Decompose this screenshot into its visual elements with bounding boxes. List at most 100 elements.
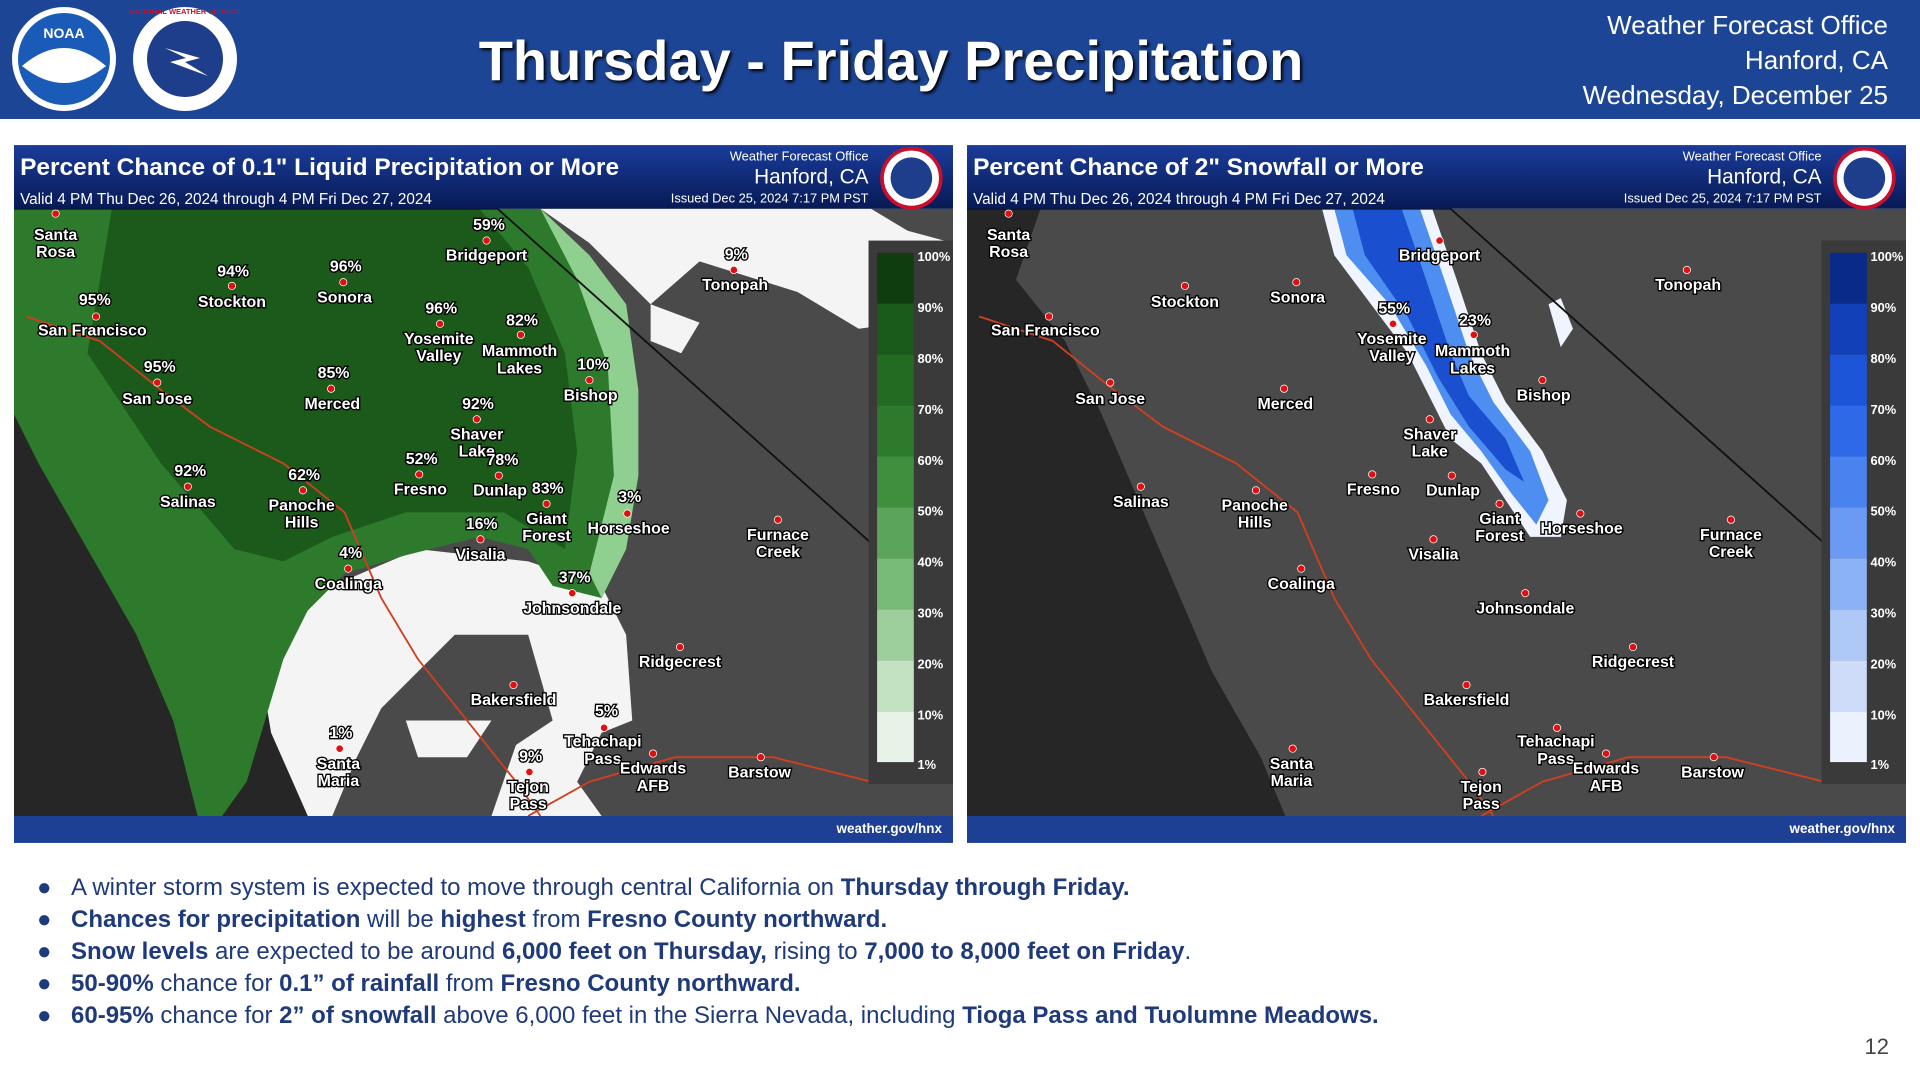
city-label: Lakes <box>497 360 542 377</box>
bullet-text: 6,000 feet on Thursday, <box>501 938 767 965</box>
bullet-dot: ● <box>37 1002 52 1029</box>
city-percent: 4% <box>339 545 362 562</box>
city-percent: 52% <box>406 451 438 468</box>
bullet-text: rising to <box>766 938 865 965</box>
city-dot <box>1288 744 1297 753</box>
city-label: Fresno <box>1347 482 1400 499</box>
legend-label: 20% <box>1870 657 1896 672</box>
city-label: Merced <box>304 396 360 413</box>
city-dot <box>482 236 491 245</box>
city-label: Edwards <box>1573 761 1639 778</box>
city-label: Johnsondale <box>1476 600 1574 617</box>
city-label: Maria <box>318 773 360 790</box>
city-label: Furnace <box>1700 527 1762 544</box>
legend-swatch <box>877 405 914 457</box>
legend-swatch <box>1830 456 1867 508</box>
legend-label: 90% <box>917 300 943 315</box>
city-percent: 3% <box>618 489 641 506</box>
city-label: Stockton <box>198 294 266 311</box>
map-title: Percent Chance of 0.1" Liquid Precipitat… <box>20 154 619 181</box>
page-number: 12 <box>1864 1034 1889 1059</box>
city-dot <box>298 486 307 495</box>
bullet-text: 2” of snowfall <box>279 1002 437 1029</box>
city-dot <box>1388 319 1398 328</box>
legend-label: 10% <box>917 707 943 722</box>
map-issued: Issued Dec 25, 2024 7:17 PM PST <box>1624 190 1822 205</box>
city-label: Bridgeport <box>446 248 528 265</box>
city-label: Tejon <box>508 779 549 796</box>
city-dot <box>335 744 344 753</box>
city-label: Bishop <box>1517 387 1571 404</box>
city-dot <box>1297 564 1306 573</box>
city-label: Lakes <box>1450 360 1495 377</box>
city-label: Santa <box>987 227 1030 244</box>
city-dot <box>600 723 609 732</box>
bullet: ● Snow levels are expected to be around 6… <box>37 936 1379 968</box>
bullet-text: are expected to be around <box>208 938 502 965</box>
city-dot <box>494 471 503 480</box>
city-label: Edwards <box>620 761 686 778</box>
bullet: ● Chances for precipitation will be highe… <box>37 904 1379 936</box>
map-header <box>14 145 953 209</box>
bullet-text: Thursday through Friday. <box>840 874 1130 901</box>
city-label: Yosemite <box>404 331 474 348</box>
bullet-dot: ● <box>37 874 52 901</box>
city-percent: 96% <box>425 300 457 317</box>
bullet-text: from <box>439 970 501 997</box>
city-percent: 96% <box>330 259 362 276</box>
city-dot <box>649 749 658 758</box>
city-label: Ridgecrest <box>639 654 722 671</box>
city-label: Hills <box>1238 515 1272 532</box>
city-dot <box>1106 378 1115 387</box>
nws-logo: NATIONAL WEATHER SERVICE <box>129 7 241 16</box>
city-label: Pass <box>1537 751 1574 768</box>
city-label: Shaver <box>450 426 503 443</box>
bullet-text: 7,000 to 8,000 feet on Friday <box>864 938 1185 965</box>
legend-swatch <box>1830 507 1867 559</box>
city-dot <box>472 415 481 424</box>
nws-logo <box>1843 157 1886 199</box>
city-label: Stockton <box>1151 294 1219 311</box>
city-dot <box>1251 486 1260 495</box>
city-percent: 95% <box>79 292 111 309</box>
city-dot <box>1495 499 1504 508</box>
city-label: Lake <box>459 444 495 461</box>
city-dot <box>1280 384 1289 393</box>
noaa-logo: NOAA <box>43 25 84 41</box>
city-dot <box>675 642 685 652</box>
city-percent: 78% <box>487 452 519 469</box>
legend-swatch <box>877 711 914 763</box>
legend-label: 100% <box>1870 249 1903 264</box>
city-percent: 9% <box>519 748 542 765</box>
city-dot <box>1462 680 1471 690</box>
city-dot <box>1004 209 1013 218</box>
city-label: Bakersfield <box>471 692 557 709</box>
city-label: Tehachapi <box>1517 734 1595 751</box>
legend-swatch <box>877 660 914 712</box>
legend-swatch <box>1830 609 1867 661</box>
office-line: Hanford, CA <box>1744 45 1888 75</box>
snow-map: Percent Chance of 2" Snowfall or More Val… <box>967 145 1906 843</box>
bullet-text: from <box>525 906 588 933</box>
legend-label: 60% <box>917 453 943 468</box>
city-percent: 5% <box>595 703 618 720</box>
city-dot <box>1136 482 1145 491</box>
city-label: Pass <box>584 751 621 768</box>
city-dot <box>476 535 485 544</box>
city-dot <box>729 265 738 275</box>
city-percent: 94% <box>217 264 249 281</box>
city-dot <box>1425 415 1434 424</box>
city-percent: 10% <box>577 357 609 374</box>
bullet-dot: ● <box>37 970 52 997</box>
map-office: Weather Forecast Office <box>730 149 869 164</box>
bullet-list: ● A winter storm system is expected to mo… <box>37 872 1379 1032</box>
city-label: Barstow <box>728 764 791 781</box>
city-label: Merced <box>1257 396 1313 413</box>
city-dot <box>1521 589 1530 598</box>
city-dot <box>1726 515 1735 524</box>
city-dot <box>1553 723 1562 732</box>
bullet-text: chance for <box>153 970 280 997</box>
city-label: Rosa <box>36 244 75 261</box>
bullet: ● 60-95% chance for 2” of snowfall above … <box>37 1000 1379 1032</box>
city-percent: 85% <box>318 365 350 382</box>
